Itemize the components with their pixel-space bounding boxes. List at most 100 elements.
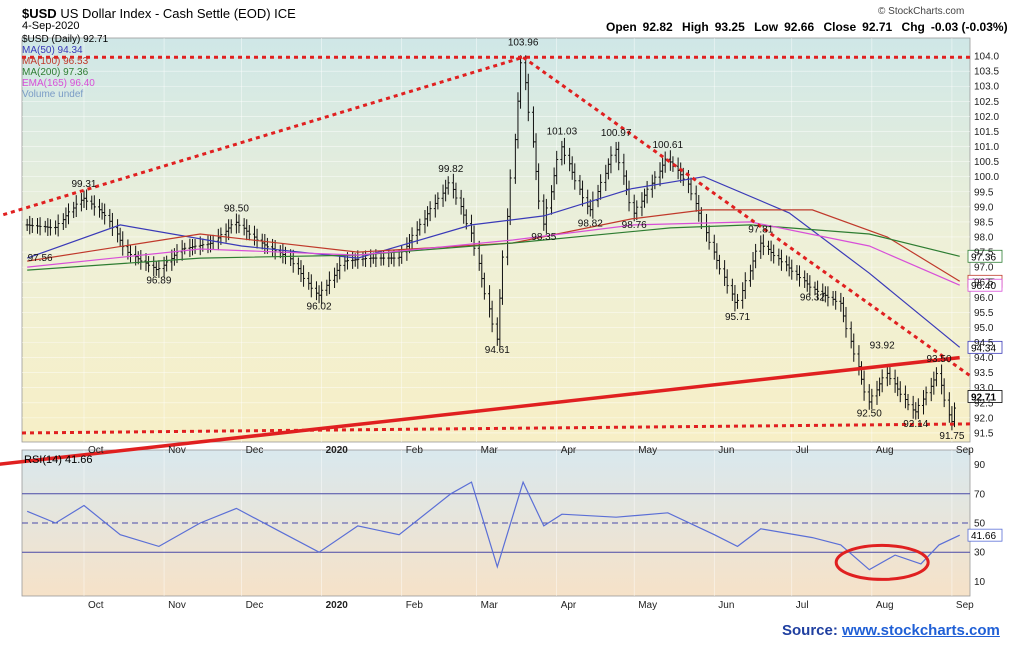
ma-value-label: 97.36: [971, 252, 996, 263]
price-tick-label: 99.5: [974, 187, 994, 198]
price-tick-label: 101.5: [974, 127, 999, 138]
legend-ma50: MA(50) 94.34: [22, 45, 83, 56]
pivot-label: 97.56: [28, 253, 53, 264]
price-series-layer: [25, 55, 961, 431]
source-link[interactable]: www.stockcharts.com: [842, 622, 1000, 639]
price-tick-label: 101.0: [974, 142, 999, 153]
close-label: Close: [823, 20, 857, 34]
price-tick-label: 97.0: [974, 263, 994, 274]
trendline-3: [522, 56, 971, 377]
price-x-tick-label: Oct: [88, 445, 104, 456]
price-x-tick-label: Jun: [718, 445, 734, 456]
source-note: Source: www.stockcharts.com: [782, 622, 1000, 639]
price-tick-label: 95.5: [974, 308, 994, 319]
high-label: High: [682, 20, 709, 34]
price-x-tick-label: May: [638, 445, 657, 456]
legend-volume: Volume undef: [22, 89, 84, 100]
pivot-label: 98.50: [224, 203, 249, 214]
rsi-value-box: [967, 528, 1003, 542]
ma-value-box: [967, 340, 1003, 354]
last-price-label: 92.71: [971, 392, 996, 403]
trendline-5: [21, 422, 971, 435]
high-value: 93.25: [714, 20, 745, 34]
price-tick-label: 92.0: [974, 413, 994, 424]
chg-value: -0.03 (-0.03%): [930, 20, 1008, 34]
pivot-label: 92.14: [903, 419, 928, 430]
low-value: 92.66: [784, 20, 815, 34]
rsi-x-tick-label: Apr: [561, 600, 577, 611]
rsi-tick-label: 30: [974, 548, 986, 559]
pivot-label: 96.32: [800, 292, 825, 303]
price-tick-label: 96.0: [974, 293, 994, 304]
price-x-tick-label: 2020: [326, 445, 349, 456]
price-tick-label: 94.5: [974, 338, 994, 349]
rsi-line: [26, 480, 960, 571]
trendline-layer: [0, 55, 971, 466]
pivot-label: 96.02: [307, 301, 332, 312]
price-tick-label: 102.0: [974, 112, 999, 123]
price-tick-label: 100.5: [974, 157, 999, 168]
price-tick-label: 102.5: [974, 97, 999, 108]
rsi-x-tick-label: Dec: [246, 600, 264, 611]
pivot-label: 97.81: [748, 224, 773, 235]
exchange: ICE: [274, 6, 296, 21]
price-x-tick-label: Jul: [796, 445, 809, 456]
rsi-x-tick-label: 2020: [326, 600, 349, 611]
pivot-label: 103.96: [508, 38, 539, 49]
close-value: 92.71: [862, 20, 893, 34]
pivot-label: 98.82: [578, 218, 603, 229]
rsi-x-tick-label: Aug: [876, 600, 894, 611]
pivot-label: 101.03: [547, 126, 578, 137]
price-tick-label: 92.5: [974, 398, 994, 409]
pivot-label: 99.82: [438, 164, 463, 175]
ma-value-box: [967, 249, 1003, 263]
legend-ema165: EMA(165) 96.40: [22, 78, 95, 89]
pivot-label: 99.31: [71, 179, 96, 190]
pivot-label: 92.50: [857, 408, 882, 419]
ma-value-label: 96.40: [971, 281, 996, 292]
price-x-tick-label: Apr: [561, 445, 577, 456]
price-tick-label: 97.5: [974, 248, 994, 259]
ma-value-box: [967, 278, 1003, 292]
legend-ma100: MA(100) 96.53: [22, 56, 89, 67]
rsi-x-tick-label: Nov: [168, 600, 186, 611]
x-axes: Oct Oct Nov Nov Dec Dec 2020 2020 Feb Feb Mar Mar Ap…: [88, 445, 974, 611]
price-y-axis: 104.0 103.5 103.0 102.5 102.0 101.5 101.0 100.5…: [974, 52, 999, 440]
symbol: $USD: [22, 6, 57, 21]
rsi-value-label: 41.66: [971, 531, 996, 542]
pivot-label: 98.76: [622, 220, 647, 231]
moving-average-line: [27, 209, 961, 282]
price-grid: [22, 38, 970, 596]
rsi-tick-label: 10: [974, 577, 986, 588]
legend-price: $USD (Daily) 92.71: [22, 34, 109, 45]
trendline-2: [0, 55, 524, 218]
price-tick-label: 95.0: [974, 323, 994, 334]
pivot-label: 98.35: [531, 232, 556, 243]
chart-title: $USD US Dollar Index - Cash Settle (EOD)…: [22, 6, 296, 21]
price-annotations: 94.3496.5397.3696.4092.71103.96101.03100…: [28, 38, 1003, 442]
price-x-tick-label: Nov: [168, 445, 186, 456]
pivot-label: 93.50: [926, 354, 951, 365]
price-tick-label: 91.5: [974, 428, 994, 439]
oversold-highlight: [834, 543, 930, 581]
open-value: 92.82: [642, 20, 673, 34]
rsi-y-axis: 90 70 50 30 10 41.66: [967, 460, 1003, 588]
price-tick-label: 100.0: [974, 172, 999, 183]
ma-value-label: 94.34: [971, 343, 996, 354]
pivot-label: 93.92: [870, 341, 895, 352]
ohlc-readout: Open 92.82 High 93.25 Low 92.66 Close 92.71 …: [606, 20, 1014, 34]
price-tick-label: 103.5: [974, 67, 999, 78]
price-tick-label: 98.5: [974, 217, 994, 228]
pivot-label: 95.71: [725, 312, 750, 323]
index-name: US Dollar Index - Cash Settle (EOD): [60, 6, 271, 21]
price-x-tick-label: Sep: [956, 445, 974, 456]
open-label: Open: [606, 20, 637, 34]
rsi-x-tick-label: Jun: [718, 600, 734, 611]
rsi-x-tick-label: Sep: [956, 600, 974, 611]
price-tick-label: 93.5: [974, 368, 994, 379]
trendline-4: [0, 355, 960, 466]
rsi-x-tick-label: Feb: [406, 600, 424, 611]
rsi-tick-label: 50: [974, 519, 986, 530]
source-label: Source:: [782, 622, 838, 639]
